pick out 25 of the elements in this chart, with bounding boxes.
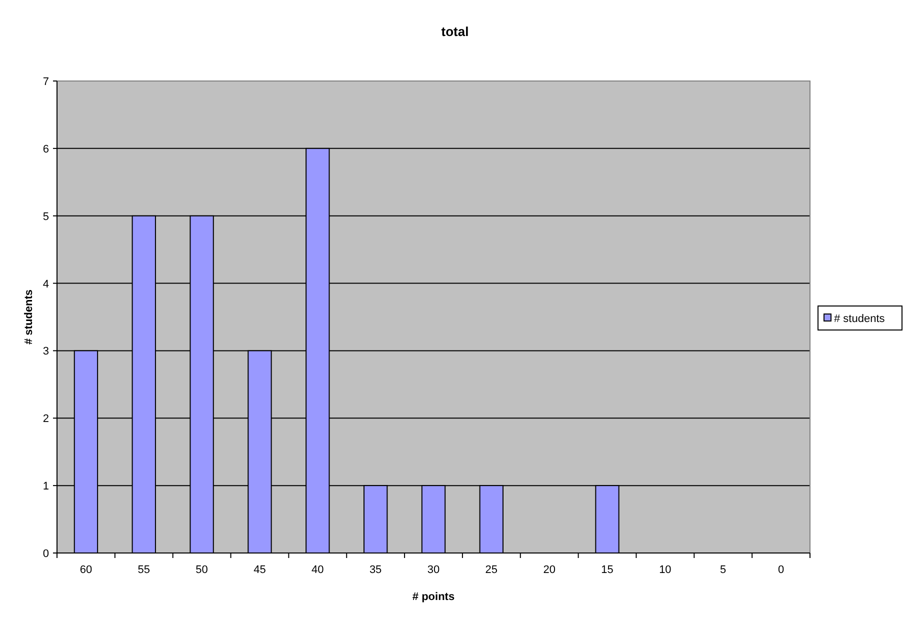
x-tick-label: 20 bbox=[543, 564, 556, 576]
x-tick-label: 50 bbox=[196, 564, 208, 576]
y-tick-label: 7 bbox=[42, 76, 49, 88]
y-tick-label: 4 bbox=[42, 278, 49, 290]
x-tick-label: 10 bbox=[659, 564, 672, 576]
x-tick-label: 35 bbox=[369, 564, 382, 576]
y-tick-label: 5 bbox=[42, 210, 49, 223]
y-axis-title: # students bbox=[23, 289, 35, 345]
x-tick-label: 40 bbox=[312, 564, 324, 576]
x-tick-label: 55 bbox=[138, 564, 150, 576]
y-tick-label: 1 bbox=[42, 480, 49, 493]
x-axis-title: # points bbox=[412, 591, 455, 603]
x-tick-label: 15 bbox=[601, 564, 614, 576]
x-tick-label: 30 bbox=[427, 564, 440, 576]
y-tick-label: 6 bbox=[42, 143, 49, 156]
x-tick-label: 45 bbox=[254, 564, 266, 576]
y-tick-label: 2 bbox=[42, 413, 49, 426]
x-tick-label: 60 bbox=[80, 564, 92, 576]
chart-title: total bbox=[441, 24, 469, 39]
x-tick-label: 5 bbox=[720, 564, 726, 576]
y-tick-label: 3 bbox=[42, 346, 49, 358]
x-tick-label: 25 bbox=[485, 564, 498, 576]
x-tick-label: 0 bbox=[778, 564, 784, 576]
y-tick-label: 0 bbox=[42, 548, 49, 560]
legend-label: # students bbox=[834, 313, 886, 325]
